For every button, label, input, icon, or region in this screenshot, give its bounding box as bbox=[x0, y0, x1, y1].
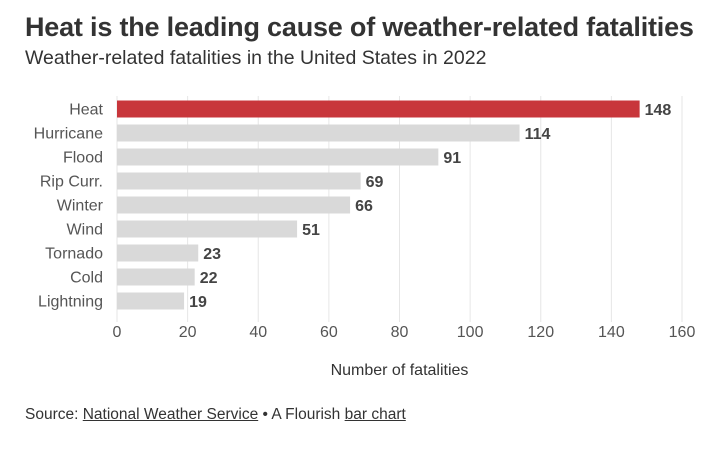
value-label: 66 bbox=[355, 198, 373, 215]
x-axis-ticks: 0 20 40 60 80 100 120 140 160 bbox=[113, 324, 696, 341]
value-label: 69 bbox=[366, 174, 384, 191]
source-link[interactable]: National Weather Service bbox=[82, 406, 259, 423]
category-label: Rip Curr. bbox=[40, 174, 103, 191]
bar-lightning bbox=[117, 292, 185, 310]
category-label: Flood bbox=[63, 150, 103, 167]
value-label: 22 bbox=[200, 270, 218, 287]
value-label: 114 bbox=[525, 126, 551, 143]
bar-hurricane bbox=[117, 124, 520, 142]
value-label: 51 bbox=[302, 222, 320, 239]
value-label: 148 bbox=[645, 102, 672, 119]
category-label: Wind bbox=[67, 222, 103, 239]
x-tick-label: 60 bbox=[320, 324, 338, 341]
bar-heat bbox=[117, 100, 640, 118]
category-label: Winter bbox=[57, 198, 104, 215]
bars bbox=[117, 100, 640, 310]
category-label: Cold bbox=[70, 270, 103, 287]
x-tick-label: 80 bbox=[391, 324, 409, 341]
bar-winter bbox=[117, 196, 351, 214]
chart-type-link[interactable]: bar chart bbox=[344, 406, 406, 423]
value-label: 19 bbox=[189, 294, 207, 311]
chart-subtitle: Weather-related fatalities in the United… bbox=[25, 47, 487, 69]
bar-wind bbox=[117, 220, 298, 238]
value-label: 23 bbox=[203, 246, 221, 263]
x-tick-label: 160 bbox=[669, 324, 696, 341]
category-label: Tornado bbox=[45, 246, 103, 263]
x-tick-label: 0 bbox=[113, 324, 122, 341]
x-axis-title: Number of fatalities bbox=[331, 362, 469, 379]
category-label: Lightning bbox=[38, 294, 103, 311]
category-label: Hurricane bbox=[34, 126, 103, 143]
bar-chart: Heat 148 Hurricane 114 Flood 91 Rip Curr. 69 Win… bbox=[34, 96, 696, 379]
bar-labels: Heat 148 Hurricane 114 Flood 91 Rip Curr. 69 Win… bbox=[34, 102, 672, 312]
x-tick-label: 100 bbox=[457, 324, 484, 341]
bar-flood bbox=[117, 148, 439, 166]
bar-tornado bbox=[117, 244, 199, 262]
bar-cold bbox=[117, 268, 195, 286]
footer: Source: National Weather Service • A Flo… bbox=[25, 406, 406, 424]
category-label: Heat bbox=[69, 102, 103, 119]
x-tick-label: 120 bbox=[527, 324, 554, 341]
chart-title: Heat is the leading cause of weather-rel… bbox=[25, 12, 694, 42]
x-tick-label: 140 bbox=[598, 324, 625, 341]
value-label: 91 bbox=[443, 150, 461, 167]
bar-rip-curr bbox=[117, 172, 361, 190]
x-tick-label: 40 bbox=[249, 324, 267, 341]
footer-separator: • A Flourish bbox=[258, 406, 345, 423]
x-tick-label: 20 bbox=[179, 324, 197, 341]
source-prefix: Source: bbox=[25, 406, 83, 423]
